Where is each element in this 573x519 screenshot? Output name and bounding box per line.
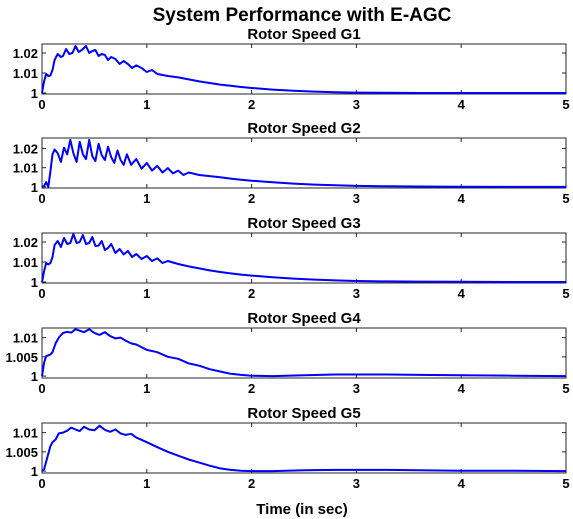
x-axis-label: Time (in sec) [256,501,347,518]
y-tick-label: 1 [31,180,38,195]
x-tick-label: 2 [248,97,255,112]
x-tick-label: 3 [353,191,360,206]
y-tick-label: 1 [31,464,38,479]
y-tick-label: 1.01 [13,255,38,270]
y-tick-label: 1.02 [13,142,38,157]
axes-frame [41,43,567,95]
y-tick-label: 1.01 [13,426,38,441]
x-tick-label: 4 [458,381,466,396]
rotor-speed-line [41,138,566,188]
axes-frame [41,327,567,379]
x-tick-label: 3 [353,476,360,491]
x-tick-label: 0 [38,191,45,206]
x-tick-label: 4 [458,286,466,301]
x-tick-label: 5 [562,97,569,112]
x-tick-label: 2 [248,381,255,396]
x-tick-label: 5 [562,191,569,206]
x-tick-label: 2 [248,191,255,206]
y-tick-label: 1 [31,86,38,101]
subplot-title: Rotor Speed G1 [247,26,360,43]
rotor-speed-line [41,424,567,473]
x-tick-label: 5 [562,381,569,396]
axes-frame [41,422,567,474]
subplot-title: Rotor Speed G4 [247,310,361,327]
axes-frame [41,137,567,189]
x-tick-label: 5 [562,476,569,491]
rotor-speed-line [41,328,567,378]
rotor-speed-line [41,45,566,94]
subplot-title: Rotor Speed G2 [247,120,360,137]
subplot-1: Rotor Speed G10 1 2 3 4 511.011.02 [13,26,570,112]
x-tick-label: 4 [458,191,466,206]
x-tick-label: 3 [353,286,360,301]
figure-title: System Performance with E-AGC [153,5,452,26]
x-tick-label: 2 [248,476,255,491]
x-tick-label: 5 [562,286,569,301]
x-tick-label: 2 [248,286,255,301]
x-tick-label: 1 [143,286,150,301]
y-tick-label: 1 [31,369,38,384]
y-tick-label: 1.005 [5,445,38,460]
x-tick-label: 1 [143,381,150,396]
rotor-speed-line [41,233,566,283]
subplot-title: Rotor Speed G5 [247,405,360,422]
x-tick-label: 1 [143,97,150,112]
x-tick-label: 4 [458,476,466,491]
x-tick-label: 1 [143,476,150,491]
y-tick-label: 1.01 [13,331,38,346]
x-tick-label: 3 [353,97,360,112]
x-tick-label: 0 [38,381,45,396]
y-tick-label: 1 [31,275,38,290]
subplot-3: Rotor Speed G30 1 2 3 4 511.011.02 [13,215,570,301]
subplot-title: Rotor Speed G3 [247,215,360,232]
y-tick-label: 1.01 [13,66,38,81]
x-tick-label: 0 [38,476,45,491]
y-tick-label: 1.02 [13,46,38,61]
axes-frame [41,232,567,284]
x-tick-label: 0 [38,286,45,301]
subplot-2: Rotor Speed G20 1 2 3 4 511.011.02 [13,120,570,206]
x-tick-label: 4 [458,97,466,112]
y-tick-label: 1.005 [5,350,38,365]
x-tick-label: 1 [143,191,150,206]
y-tick-label: 1.01 [13,161,38,176]
x-tick-label: 0 [38,97,45,112]
y-tick-label: 1.02 [13,235,38,250]
x-tick-label: 3 [353,381,360,396]
